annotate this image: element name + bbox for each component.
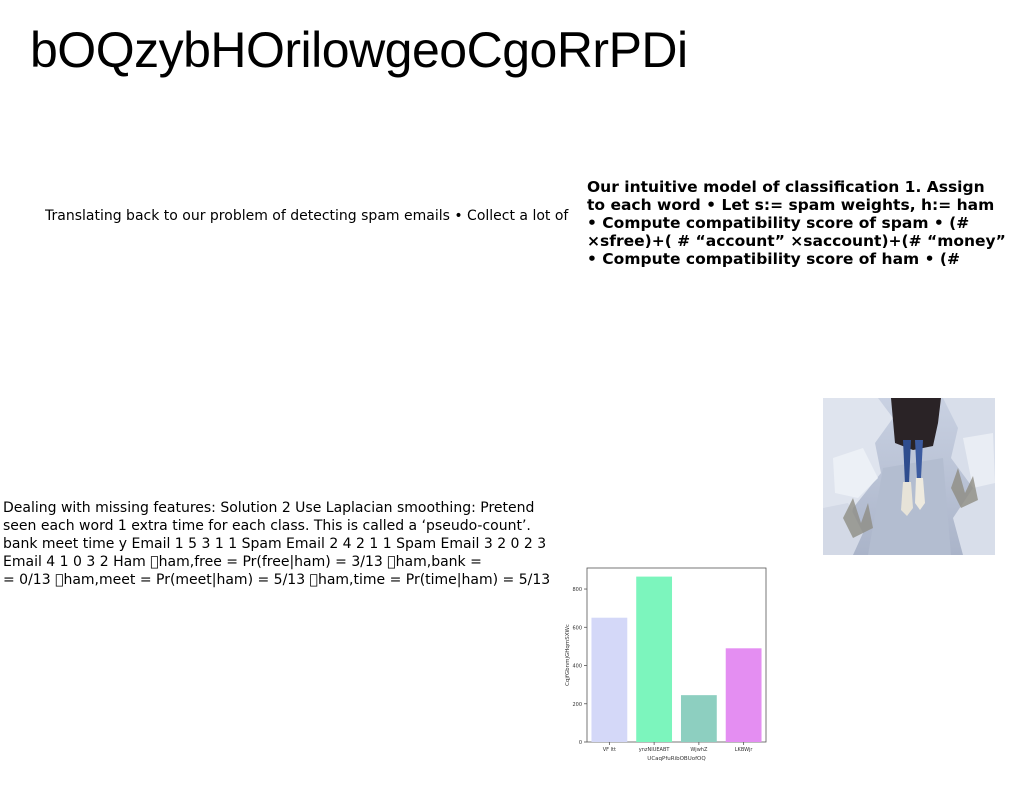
x-tick-label: VF ltt <box>603 747 616 753</box>
bar <box>636 577 672 742</box>
missing-features-line: Email 4 1 0 3 2 Ham  ham,free = Pr(free|… <box>3 553 563 571</box>
missing-features-line: seen each word 1 extra time for each cla… <box>3 517 563 535</box>
intuitive-model-line: ×sfree)+( # “account” ×saccount)+(# “mon… <box>587 232 1024 250</box>
x-tick-label: LKBWjr <box>735 747 754 753</box>
intuitive-model-text: Our intuitive model of classification 1.… <box>587 178 1024 270</box>
intuitive-model-line: • Compute compatibility score of ham • (… <box>587 250 1024 268</box>
photo-snowy-path <box>823 398 995 555</box>
y-tick-label: 800 <box>572 587 582 593</box>
bar-chart-svg: 0 200 400 600 800 VF ltt ynzNIUEABT WjwhZ LKBWjr… <box>560 562 775 767</box>
y-tick-label: 0 <box>579 740 582 746</box>
bar <box>681 695 717 742</box>
intuitive-model-line: to each word • Let s:= spam weights, h:=… <box>587 196 1024 214</box>
bar <box>726 648 762 742</box>
intuitive-model-line: Our intuitive model of classification 1.… <box>587 178 1024 196</box>
bar-chart: 0 200 400 600 800 VF ltt ynzNIUEABT WjwhZ LKBWjr… <box>560 562 775 767</box>
missing-features-line: = 0/13  ham,meet = Pr(meet|ham) = 5/13  … <box>3 571 563 589</box>
missing-features-text: Dealing with missing features: Solution … <box>3 499 563 589</box>
spam-intro-text: Translating back to our problem of detec… <box>45 207 585 225</box>
bar <box>591 618 627 742</box>
page-title: bOQzybHOrilowgeoCgoRrPDi <box>30 20 688 80</box>
missing-features-line: Dealing with missing features: Solution … <box>3 499 563 517</box>
photo-illustration <box>823 398 995 555</box>
x-axis-label: UCaqPfuRibOBUofOQ <box>647 756 706 762</box>
y-axis-label: CqjfGbnmjGHqmSXWc <box>565 624 571 686</box>
intuitive-model-line: • Compute compatibility score of spam • … <box>587 214 1024 232</box>
y-tick-label: 400 <box>572 664 582 670</box>
x-tick-label: WjwhZ <box>690 747 708 753</box>
y-tick-label: 600 <box>572 625 582 631</box>
x-tick-label: ynzNIUEABT <box>639 747 671 753</box>
missing-features-line: bank meet time y Email 1 5 3 1 1 Spam Em… <box>3 535 563 553</box>
y-tick-label: 200 <box>572 702 582 708</box>
